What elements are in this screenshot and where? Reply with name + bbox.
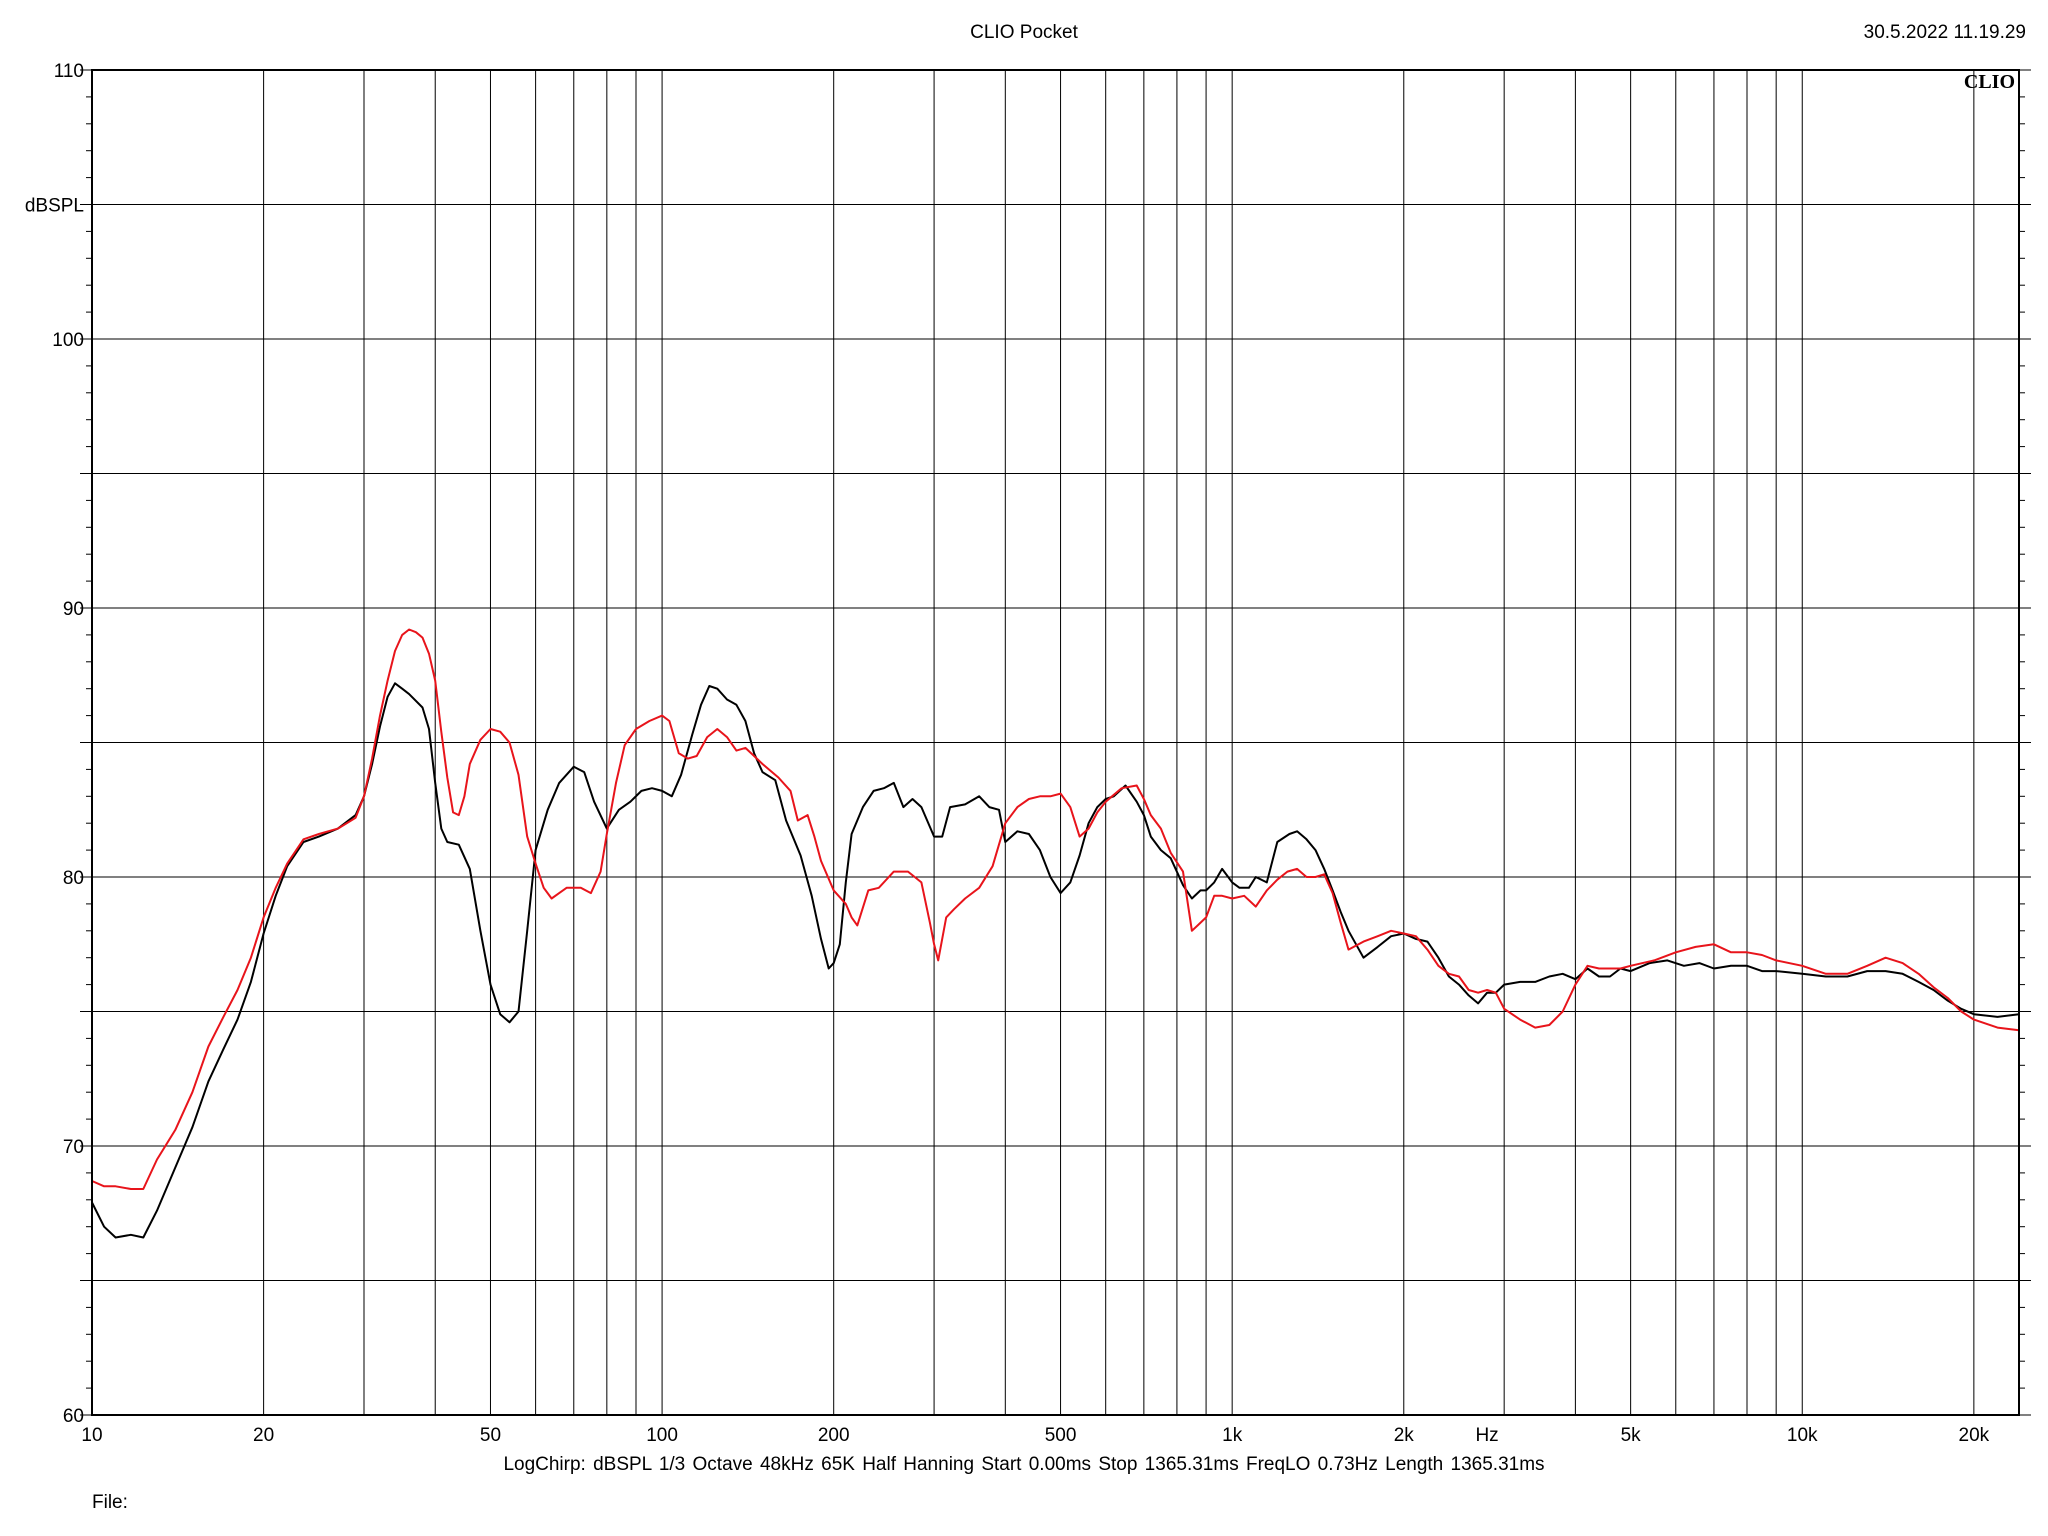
x-tick-label: 100 — [646, 1425, 678, 1446]
x-tick-label: 200 — [818, 1425, 850, 1446]
x-tick-label: 50 — [480, 1425, 501, 1446]
x-tick-label: 1k — [1222, 1425, 1243, 1446]
y-tick-label: 70 — [63, 1137, 84, 1158]
x-axis-label: Hz — [1475, 1425, 1498, 1446]
series-line-red — [91, 628, 2020, 1190]
x-tick-label: 5k — [1621, 1425, 1642, 1446]
plot-frame — [91, 69, 2020, 1416]
measurement-settings: LogChirp: dBSPL 1/3 Octave 48kHz 65K Hal… — [503, 1454, 1545, 1475]
timestamp: 30.5.2022 11.19.29 — [1863, 22, 2026, 43]
y-axis-label: dBSPL — [25, 196, 84, 217]
grid — [80, 69, 2031, 1416]
y-tick-label: 100 — [52, 330, 84, 351]
y-tick-label: 80 — [63, 868, 84, 889]
series-line-black — [91, 682, 2020, 1239]
x-tick-label: 500 — [1045, 1425, 1077, 1446]
file-label: File: — [92, 1492, 128, 1513]
axis-labels: 10 20 50 100 200 500 1k 2k 5k 10k 20k Hz 60 70 80 90 100… — [25, 61, 1990, 1446]
x-tick-label: 2k — [1394, 1425, 1415, 1446]
y-tick-label: 60 — [63, 1406, 84, 1427]
chart-title: CLIO Pocket — [970, 22, 1078, 43]
clio-logo: CLIO — [1964, 71, 2015, 93]
x-tick-label: 10k — [1787, 1425, 1818, 1446]
x-tick-label: 10 — [81, 1425, 102, 1446]
x-tick-label: 20k — [1959, 1425, 1990, 1446]
y-tick-label: 110 — [54, 61, 84, 82]
y-tick-label: 90 — [63, 599, 84, 620]
x-tick-label: 20 — [253, 1425, 274, 1446]
series-layer — [91, 628, 2020, 1239]
